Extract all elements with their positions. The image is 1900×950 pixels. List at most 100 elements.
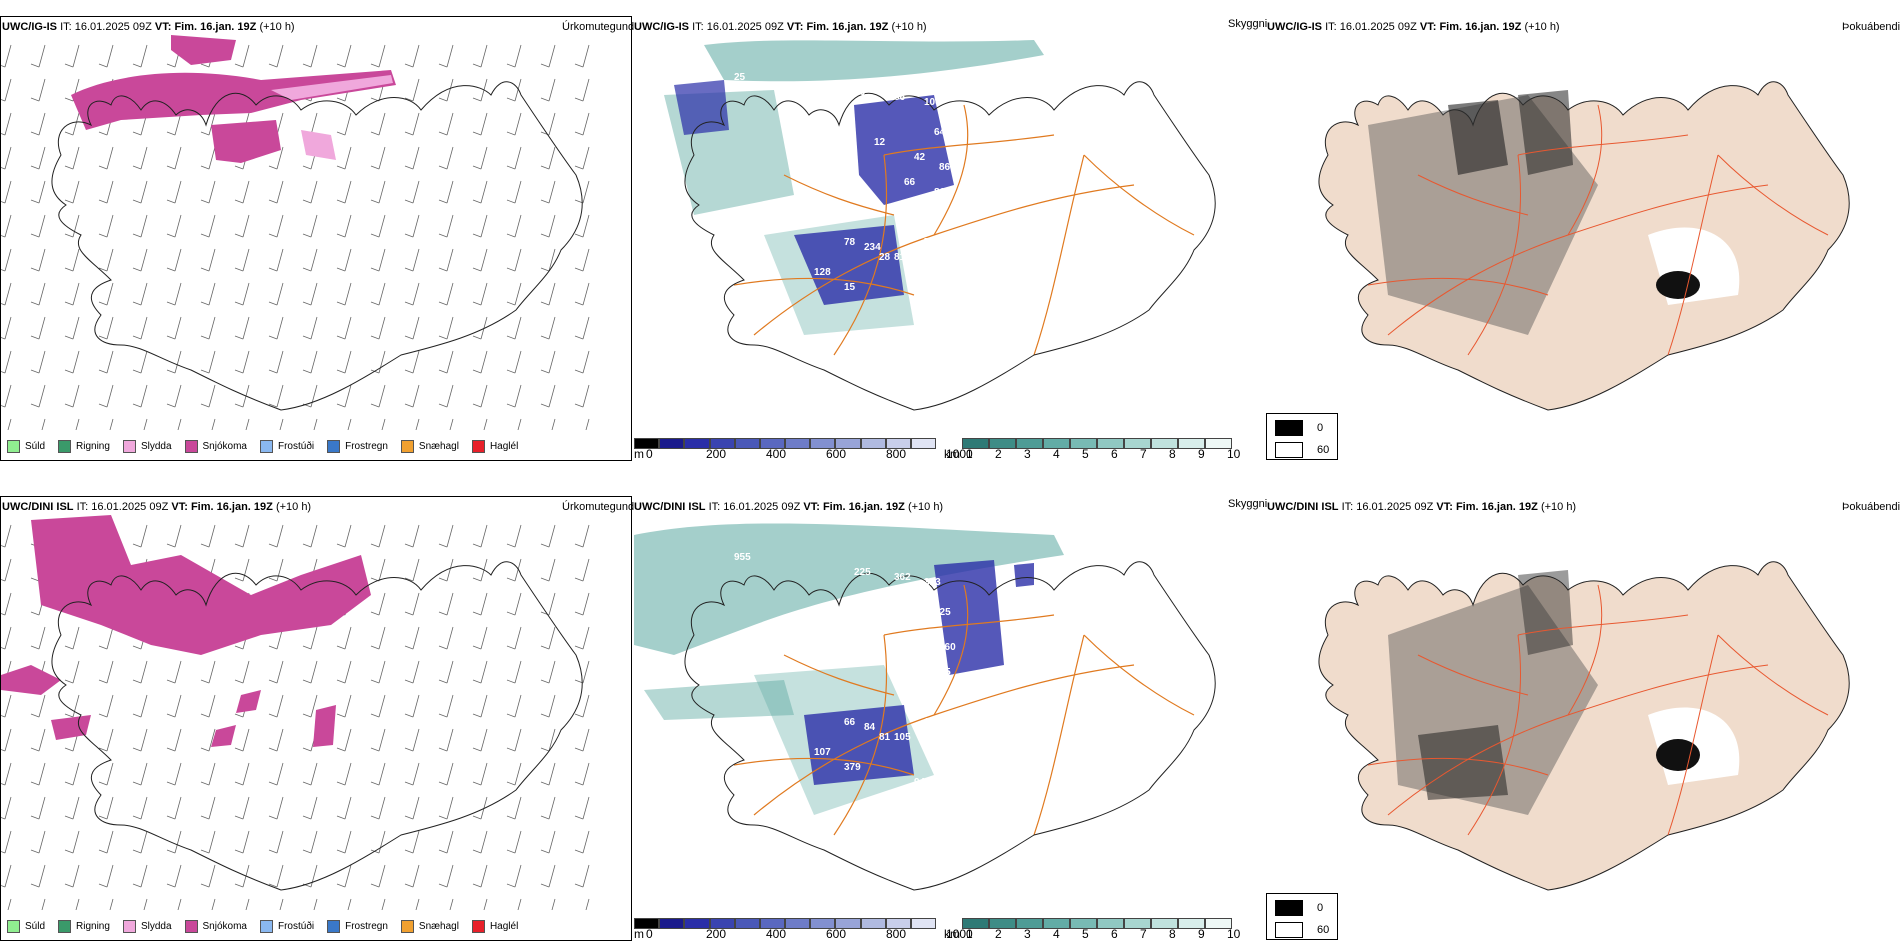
wind-barb <box>1 592 12 616</box>
snow-area <box>31 515 371 655</box>
wind-barb <box>574 146 590 170</box>
colorbar-tick: 400 <box>766 447 787 461</box>
wind-barb <box>517 418 522 430</box>
road-line <box>883 614 1055 636</box>
legend-swatch <box>400 920 414 933</box>
legend-swatch <box>471 440 485 453</box>
colorbar-segment <box>1151 918 1178 929</box>
wind-barb <box>143 898 148 910</box>
wind-barb <box>438 112 454 136</box>
legend-label: Snjókoma <box>202 441 247 452</box>
wind-barb <box>370 248 386 272</box>
wind-barb <box>1 384 12 408</box>
legend-swatch <box>327 920 341 933</box>
wind-barb <box>98 146 114 170</box>
colorbar-segment <box>1178 438 1205 449</box>
cloud-legend-item: 0 <box>1275 420 1329 436</box>
wind-barb <box>506 626 522 650</box>
wind-barb <box>1 762 12 786</box>
wind-barb <box>370 864 386 888</box>
wind-barb <box>132 762 148 786</box>
wind-barb <box>540 660 556 684</box>
wind-barb <box>370 316 386 340</box>
wind-barb <box>336 626 352 650</box>
colorbar-tick: 8 <box>1169 447 1176 461</box>
wind-barb <box>370 762 386 786</box>
road-line <box>1567 584 1603 716</box>
colorbar-segment <box>885 918 911 929</box>
wind-barb <box>438 78 454 102</box>
colorbar-tick: 8 <box>1169 927 1176 941</box>
wind-barb <box>506 592 522 616</box>
colorbar-segment <box>1124 918 1151 929</box>
visibility-area <box>644 680 794 720</box>
colorbar-tick: 4 <box>1053 927 1060 941</box>
legend-swatch <box>58 440 72 453</box>
model-name: UWC/IG-IS <box>2 21 57 33</box>
wind-barb <box>404 44 420 68</box>
height-colorbar <box>634 438 937 449</box>
wind-barb <box>438 44 454 68</box>
precip-legend-item: Súld <box>7 920 45 933</box>
sleet-area <box>271 75 393 100</box>
wind-barb <box>234 350 250 374</box>
wind-barb <box>336 864 352 888</box>
wind-barb <box>1 864 12 888</box>
wind-barb <box>336 694 352 718</box>
height-colorbar <box>634 918 937 929</box>
fog-area <box>1656 271 1700 299</box>
wind-barb <box>200 282 216 306</box>
wind-barb <box>449 898 454 910</box>
wind-barb <box>506 524 522 548</box>
wind-barb <box>109 898 114 910</box>
wind-barb <box>268 384 284 408</box>
wind-barb <box>506 146 522 170</box>
wind-barb <box>381 898 386 910</box>
road-line <box>933 104 969 236</box>
wind-barb <box>438 384 454 408</box>
wind-barb <box>336 524 352 548</box>
fog-area <box>1518 90 1573 175</box>
wind-barb <box>302 316 318 340</box>
wind-barb <box>268 248 284 272</box>
wind-barb <box>404 282 420 306</box>
wind-barb <box>234 282 250 306</box>
wind-barb <box>506 558 522 582</box>
wind-barb <box>30 796 46 820</box>
wind-barb <box>132 44 148 68</box>
legend-label: Rigning <box>76 441 110 452</box>
wind-barb <box>506 796 522 820</box>
wind-barb <box>166 248 182 272</box>
wind-barb <box>132 146 148 170</box>
wind-barb <box>234 558 250 582</box>
wind-barb <box>370 180 386 204</box>
wind-barb <box>404 626 420 650</box>
road-line <box>733 277 915 296</box>
wind-barb <box>132 384 148 408</box>
colorbar-tick: 1 <box>966 447 973 461</box>
wind-barb <box>517 898 522 910</box>
wind-barb <box>177 418 182 430</box>
wind-barb <box>585 418 590 430</box>
wind-barb <box>438 830 454 854</box>
wind-barb <box>370 592 386 616</box>
legend-label: Snæhagl <box>418 921 459 932</box>
wind-barb <box>404 384 420 408</box>
ceiling-height-label: 78 <box>844 237 856 248</box>
legend-swatch <box>259 440 273 453</box>
wind-barb <box>574 626 590 650</box>
wind-barb <box>30 146 46 170</box>
legend-swatch <box>259 920 273 933</box>
precip-legend-item: Rigning <box>58 440 110 453</box>
wind-barb <box>1 78 12 102</box>
colorbar-tick: 9 <box>1198 927 1205 941</box>
ceiling-height-label: 81 <box>894 252 906 263</box>
ceiling-height-label: 66 <box>904 177 916 188</box>
legend-label: Snjókoma <box>202 921 247 932</box>
ceiling-height-label: 76 <box>924 237 936 248</box>
wind-barb <box>472 112 488 136</box>
wind-barb <box>200 796 216 820</box>
wind-barb <box>336 830 352 854</box>
colorbar-tick: 200 <box>706 927 727 941</box>
